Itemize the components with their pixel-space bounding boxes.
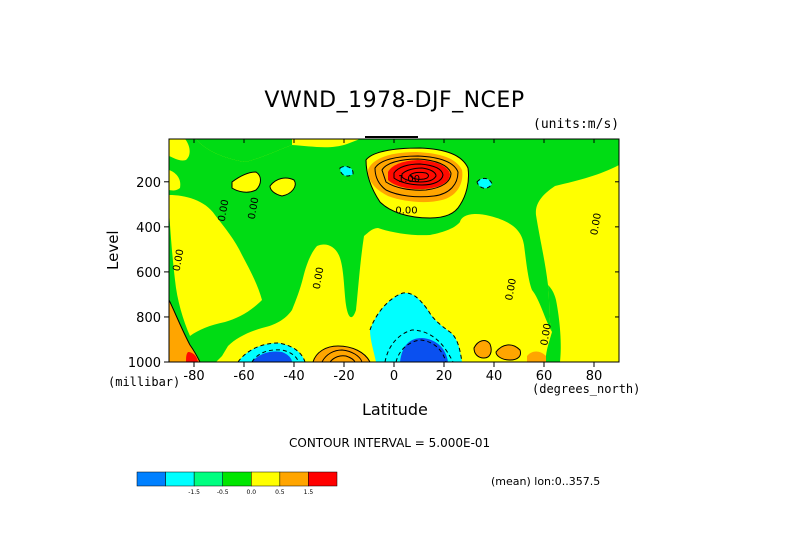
contour-line-negative — [237, 342, 306, 362]
contour-region-blue — [400, 338, 448, 362]
contour-line-negative — [395, 339, 447, 362]
contour-line — [169, 299, 201, 362]
chart-title: VWND_1978-DJF_NCEP — [264, 88, 525, 113]
contour-region-green — [545, 285, 561, 362]
y-tick-label: 600 — [136, 266, 161, 281]
colorbar-label: -0.5 — [217, 489, 229, 496]
colorbar-swatch — [279, 471, 309, 487]
x-tick-label: 40 — [486, 369, 503, 384]
contour-line — [381, 158, 452, 191]
colorbar-swatch — [193, 471, 223, 487]
colorbar-swatch — [308, 471, 338, 487]
contour-line — [312, 345, 371, 362]
contour-region-orange — [527, 351, 546, 362]
filled-contours — [169, 139, 619, 362]
contour-region-blue — [252, 351, 292, 362]
contour-region-yellow — [366, 148, 469, 218]
contour-line — [231, 171, 261, 193]
colorbar-swatch — [136, 471, 166, 487]
contour-interval-label: CONTOUR INTERVAL = 5.000E-01 — [289, 436, 491, 450]
contour-line — [401, 167, 437, 183]
contour-region-orange — [169, 300, 200, 362]
contour-region-yellow — [169, 170, 181, 191]
contour-region-yellow — [605, 280, 619, 362]
contour-line — [374, 155, 459, 198]
colorbar-label: 0.0 — [247, 489, 257, 496]
x-tick-label: -60 — [233, 369, 254, 384]
x-tick-label: -80 — [183, 369, 204, 384]
plot-area — [169, 139, 619, 362]
colorbar-label: -1.5 — [188, 489, 200, 496]
colorbar-label: 0.5 — [275, 489, 285, 496]
y-tick-label: 400 — [136, 221, 161, 236]
contour-label: 0.00 — [539, 323, 554, 347]
x-axis-label: Latitude — [362, 400, 428, 419]
contour-region-cyan — [238, 343, 305, 362]
contour-region-red — [388, 160, 450, 190]
contour-region-green — [196, 139, 292, 162]
plot-frame — [168, 138, 620, 363]
x-axis-units: (degrees_north) — [532, 382, 641, 396]
contour-line-negative — [384, 329, 454, 362]
contour-line — [409, 171, 429, 180]
y-tick-label: 800 — [136, 311, 161, 326]
contour-label: 0.00 — [312, 266, 327, 290]
contour-line — [393, 163, 444, 186]
contour-region-orange — [474, 340, 492, 358]
contour-line-negative — [251, 349, 299, 362]
contour-region-yellow — [232, 172, 261, 193]
contour-line — [495, 344, 521, 361]
contour-label: 0.00 — [504, 278, 519, 302]
contour-region-cyan — [477, 178, 492, 189]
y-axis-units: (millibar) — [108, 375, 181, 389]
contour-line — [269, 177, 296, 197]
colorbar-swatch — [222, 471, 252, 487]
contour-region-yellow — [169, 139, 190, 161]
x-tick-label: 0 — [390, 369, 398, 384]
contour-label: 1.00 — [398, 174, 420, 185]
contour-region-orange — [313, 346, 370, 362]
contour-region-cyan — [340, 166, 354, 176]
contour-line — [473, 340, 492, 359]
x-tick-label: -20 — [333, 369, 354, 384]
y-tick-label: 1000 — [128, 356, 161, 371]
contour-line-negative — [339, 165, 354, 177]
contour-line-negative — [369, 292, 463, 362]
contour-region-yellow — [584, 196, 619, 259]
contour-line — [321, 349, 363, 362]
contour-region-green — [169, 139, 619, 362]
contour-label: 0.00 — [589, 212, 604, 236]
colorbar: -1.5 -0.5 0.0 0.5 1.5 — [136, 471, 338, 496]
x-tick-label: 20 — [436, 369, 453, 384]
contour-region-orange — [496, 344, 521, 360]
contour-region-red — [186, 352, 198, 362]
mean-label: (mean) lon:0..357.5 — [491, 475, 601, 488]
contour-region-yellow — [169, 195, 262, 336]
field-background — [169, 139, 619, 362]
y-axis-label: Level — [104, 230, 122, 270]
x-tick-label: -40 — [283, 369, 304, 384]
contour-region-yellow — [270, 178, 296, 196]
y-tick-label: 200 — [136, 176, 161, 191]
colorbar-label: 1.5 — [304, 489, 314, 496]
contour-label: 0.00 — [395, 205, 417, 216]
contour-label: 0.00 — [217, 199, 232, 223]
contour-line — [329, 355, 356, 362]
contour-line — [365, 147, 469, 219]
colorbar-swatch — [165, 471, 195, 487]
contour-label: 0.00 — [247, 196, 262, 220]
contour-label: 0.00 — [172, 248, 187, 272]
colorbar-swatch — [251, 471, 281, 487]
contour-labels: 1.00 0.00 0.00 0.00 0.00 0.00 0.00 0.00 0.00 — [172, 174, 604, 347]
contour-region-orange — [368, 152, 463, 203]
contour-region-cyan — [370, 292, 462, 362]
contour-line-negative — [476, 177, 493, 189]
units-label: (units:m/s) — [533, 117, 620, 132]
